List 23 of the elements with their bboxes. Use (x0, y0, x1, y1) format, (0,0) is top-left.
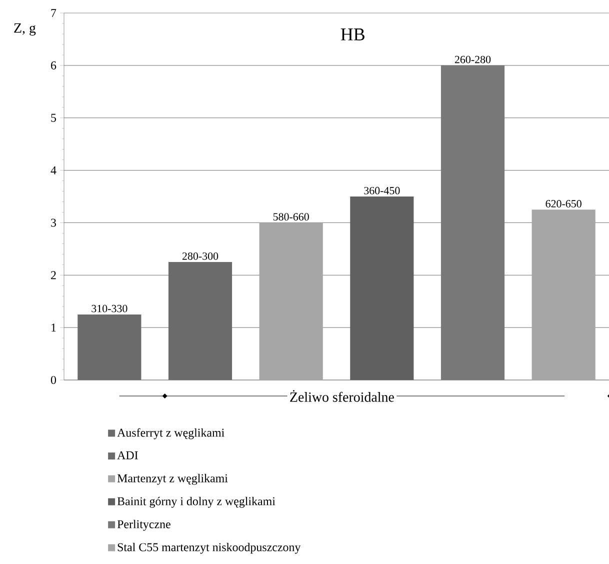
y-tick-label: 6 (51, 61, 56, 70)
legend-label: Stal C55 martenzyt niskoodpuszczony (118, 542, 301, 554)
y-axis-title: Z, g (14, 23, 36, 36)
legend-label: Martenzyt z węglikami (117, 474, 228, 485)
text: HB (340, 28, 364, 40)
y-tick-label: 3 (51, 218, 56, 227)
data-label: 310-330 (92, 304, 128, 312)
data-label: 360-450 (364, 186, 400, 194)
data-label: 280-300 (182, 252, 218, 260)
y-tick-label: 0 (50, 376, 56, 384)
legend-label: Ausferryt z węglikami (117, 428, 224, 440)
legend-label: Perlityczne (117, 520, 170, 531)
legend-label: Bainit górny i dolny z węglikami (117, 496, 276, 508)
data-label: 260-280 (454, 56, 491, 64)
data-label: 620-650 (546, 200, 582, 208)
y-tick-label: 7 (51, 9, 56, 17)
text: Żeliwo sferoidalne (290, 390, 394, 402)
y-tick-label: 1 (52, 324, 56, 332)
y-tick-label: 4 (50, 166, 56, 174)
data-label: 580-660 (273, 213, 309, 221)
legend-label: ADI (117, 451, 138, 460)
y-tick-label: 2 (51, 271, 56, 280)
y-tick-label: 5 (51, 114, 56, 122)
